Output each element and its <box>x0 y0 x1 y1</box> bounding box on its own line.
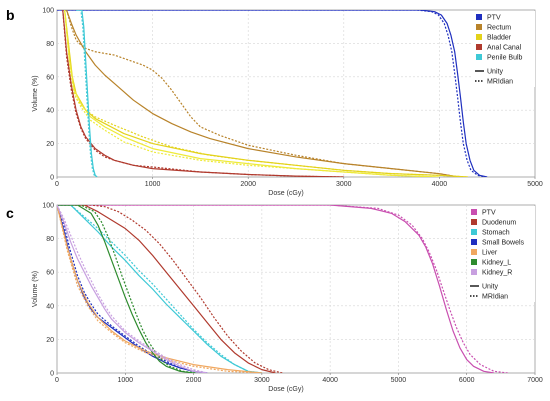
x-tick-label: 4000 <box>322 377 338 384</box>
legend-entry: Rectum <box>487 25 511 32</box>
legend-entry: Unity <box>482 284 498 291</box>
legend-swatch <box>476 34 482 40</box>
legend-entry: Liver <box>482 250 498 257</box>
x-tick-label: 1000 <box>117 377 133 384</box>
series-line-penile-bulb <box>76 10 97 177</box>
series-line-kidney-l <box>57 205 198 373</box>
legend-entry: MRIdian <box>482 294 508 301</box>
plot-area <box>56 204 536 374</box>
x-tick-label: 3000 <box>336 181 352 188</box>
x-tick-label: 5000 <box>391 377 407 384</box>
legend-box <box>468 206 535 302</box>
x-tick-label: 2000 <box>186 377 202 384</box>
plot-area <box>56 9 536 178</box>
x-tick-label: 7000 <box>527 377 543 384</box>
y-axis-label: Volume (%) <box>32 75 39 111</box>
series-line-small-bowels <box>57 205 208 373</box>
series-line-duodenum <box>57 205 276 373</box>
legend-entry: PTV <box>482 210 496 217</box>
legend-entry: Kidney_L <box>482 260 511 267</box>
legend-swatch <box>476 14 482 20</box>
series-group <box>57 205 508 373</box>
chart-panel-b: b 0 1000 2000 3000 4000 5000 0 20 40 60 80 100 Dose (… <box>6 7 543 197</box>
y-tick-label: 20 <box>46 141 54 148</box>
series-line-ptv <box>57 10 488 177</box>
panel-label: b <box>6 7 15 23</box>
x-tick-label: 2000 <box>240 181 256 188</box>
series-line-ptv <box>57 10 486 177</box>
x-tick-label: 0 <box>55 181 59 188</box>
series-line-liver <box>57 205 262 373</box>
series-line-bladder <box>64 10 440 177</box>
series-line-stomach <box>57 205 262 373</box>
legend: PTV Duodenum Stomach Small Bowels Liver Kidne… <box>468 206 535 302</box>
y-tick-label: 0 <box>50 175 54 182</box>
x-tick-label: 6000 <box>459 377 475 384</box>
legend: PTV Rectum Bladder Anal Canal Penile Bulb Uni… <box>473 11 535 87</box>
legend-entry: PTV <box>487 15 501 22</box>
legend-entry: Kidney_R <box>482 270 512 277</box>
series-line-rectum <box>65 10 459 177</box>
x-axis-label: Dose (cGy) <box>268 386 303 393</box>
series-line-kidney-r <box>57 205 208 373</box>
series-line-anal-canal <box>62 10 344 177</box>
legend-swatch <box>471 229 477 235</box>
series-line-ptv <box>57 205 495 373</box>
series-line-ptv <box>57 205 508 373</box>
legend-entry: Unity <box>487 69 503 76</box>
x-tick-label: 3000 <box>254 377 270 384</box>
legend-swatch <box>471 269 477 275</box>
y-tick-label: 100 <box>42 8 54 15</box>
y-tick-label: 40 <box>46 303 54 310</box>
legend-swatch <box>471 219 477 225</box>
y-tick-label: 40 <box>46 108 54 115</box>
legend-entry: Stomach <box>482 230 510 237</box>
y-tick-label: 80 <box>46 41 54 48</box>
x-axis-label: Dose (cGy) <box>268 190 303 197</box>
y-tick-label: 100 <box>42 203 54 210</box>
chart-panel-c: c 0 1000 2000 3000 4000 5000 6000 7000 0 20 40 60 80 1… <box>6 203 543 394</box>
y-axis-label: Volume (%) <box>32 271 39 307</box>
series-line-bladder <box>64 10 440 177</box>
legend-entry: MRIdian <box>487 79 513 86</box>
series-line-kidney-l <box>57 205 194 373</box>
y-tick-label: 60 <box>46 74 54 81</box>
legend-entry: Anal Canal <box>487 45 522 52</box>
legend-swatch <box>476 54 482 60</box>
legend-swatch <box>471 209 477 215</box>
series-line-anal-canal <box>62 10 344 177</box>
legend-entry: Small Bowels <box>482 240 525 247</box>
series-line-penile-bulb <box>76 10 98 177</box>
y-tick-label: 20 <box>46 337 54 344</box>
x-tick-label: 1000 <box>145 181 161 188</box>
series-line-liver <box>57 205 262 373</box>
legend-entry: Penile Bulb <box>487 55 523 62</box>
series-line-duodenum <box>57 205 283 373</box>
legend-swatch <box>476 24 482 30</box>
legend-swatch <box>471 259 477 265</box>
legend-swatch <box>471 239 477 245</box>
series-line-stomach <box>57 205 262 373</box>
legend-entry: Bladder <box>487 35 512 42</box>
x-tick-label: 0 <box>55 377 59 384</box>
panel-label: c <box>6 205 14 221</box>
y-tick-label: 0 <box>50 371 54 378</box>
y-tick-label: 60 <box>46 270 54 277</box>
legend-entry: Duodenum <box>482 220 516 227</box>
x-tick-label: 5000 <box>527 181 543 188</box>
legend-box <box>473 11 535 87</box>
x-tick-label: 4000 <box>432 181 448 188</box>
legend-swatch <box>476 44 482 50</box>
series-group <box>57 10 488 177</box>
y-tick-label: 80 <box>46 236 54 243</box>
legend-swatch <box>471 249 477 255</box>
